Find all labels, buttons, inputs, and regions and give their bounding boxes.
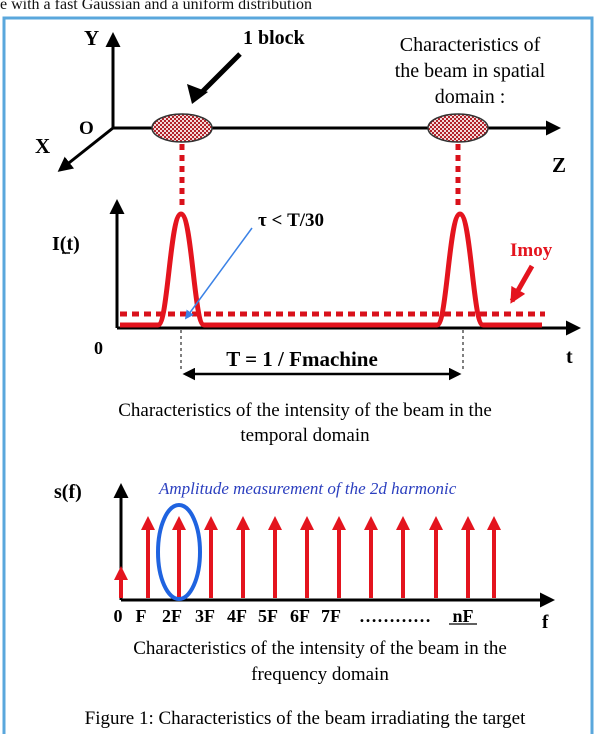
intensity-axis-label: I(t) — [52, 233, 80, 255]
frequency-tick-label: 0 — [114, 606, 123, 626]
harmonic-spike-head — [114, 566, 128, 580]
harmonic-annotation: Amplitude measurement of the 2d harmonic — [158, 479, 457, 498]
beam-block-1 — [151, 113, 213, 143]
frequency-tick-label: ………… — [359, 606, 431, 626]
harmonic-spike-head — [487, 516, 501, 530]
imoy-pointer-arrow — [509, 264, 535, 304]
frequency-tick-label: 5F — [258, 606, 278, 626]
spatial-title-line3: domain : — [435, 86, 506, 108]
harmonic-spike-head — [396, 516, 410, 530]
frequency-tick-label: 2F — [162, 606, 182, 626]
frequency-tick-label: 7F — [321, 606, 341, 626]
spectrum-axis-label: s(f) — [54, 481, 82, 503]
tau-pointer-line — [184, 227, 253, 320]
harmonic-spike-head — [141, 516, 155, 530]
figure-caption: Figure 1: Characteristics of the beam ir… — [85, 708, 526, 729]
frequency-tick-label: F — [136, 606, 147, 626]
spatial-title-line1: Characteristics of — [400, 34, 541, 56]
period-label: T = 1 / Fmachine — [226, 347, 378, 371]
x-axis-label: X — [35, 134, 50, 158]
tau-label: τ < T/30 — [258, 210, 324, 231]
temporal-domain: I(t) 0 t Imoy τ < T/30 T = 1 / Fmachine … — [52, 199, 581, 446]
time-axis-label: t — [566, 346, 573, 368]
y-axis-label: Y — [84, 26, 99, 50]
temporal-zero-label: 0 — [94, 338, 103, 358]
harmonic-spike-head — [300, 516, 314, 530]
second-harmonic-highlight — [156, 503, 202, 601]
header-fragment: e with a fast Gaussian and a uniform dis… — [0, 0, 312, 13]
harmonic-spikes — [114, 516, 501, 598]
spatial-domain: Y X Z O 1 block Characteristics of the b… — [35, 26, 566, 206]
temporal-caption-line2: temporal domain — [240, 425, 370, 446]
frequency-caption-line2: frequency domain — [251, 664, 389, 685]
imoy-label: Imoy — [510, 240, 553, 261]
harmonic-spike-head — [172, 516, 186, 530]
block-label: 1 block — [243, 27, 306, 49]
frequency-tick-label: 6F — [290, 606, 310, 626]
frequency-tick-label: nF — [452, 606, 473, 626]
harmonic-spike-head — [236, 516, 250, 530]
temporal-caption-line1: Characteristics of the intensity of the … — [118, 400, 492, 421]
harmonic-spike-head — [204, 516, 218, 530]
beam-block-2 — [427, 113, 489, 143]
block-pointer-arrowhead — [187, 84, 208, 104]
harmonic-spike-head — [364, 516, 378, 530]
harmonic-spike-head — [429, 516, 443, 530]
frequency-caption-line1: Characteristics of the intensity of the … — [133, 638, 507, 659]
z-axis-label: Z — [552, 153, 566, 177]
frequency-tick-labels: 0 F 2F 3F 4F 5F 6F 7F ………… nF — [114, 606, 474, 626]
frequency-domain: s(f) Amplitude measurement of the 2d har… — [54, 479, 555, 685]
harmonic-spike-head — [268, 516, 282, 530]
x-axis — [57, 126, 114, 172]
frequency-tick-label: 4F — [227, 606, 247, 626]
spatial-title-line2: the beam in spatial — [395, 60, 546, 82]
harmonic-spike-head — [461, 516, 475, 530]
frequency-tick-label: 3F — [195, 606, 215, 626]
pulse-train — [120, 211, 542, 328]
harmonic-spike-head — [332, 516, 346, 530]
frequency-axis-label: f — [542, 612, 549, 633]
origin-label: O — [79, 118, 94, 139]
block-pointer-arrow — [196, 52, 242, 98]
